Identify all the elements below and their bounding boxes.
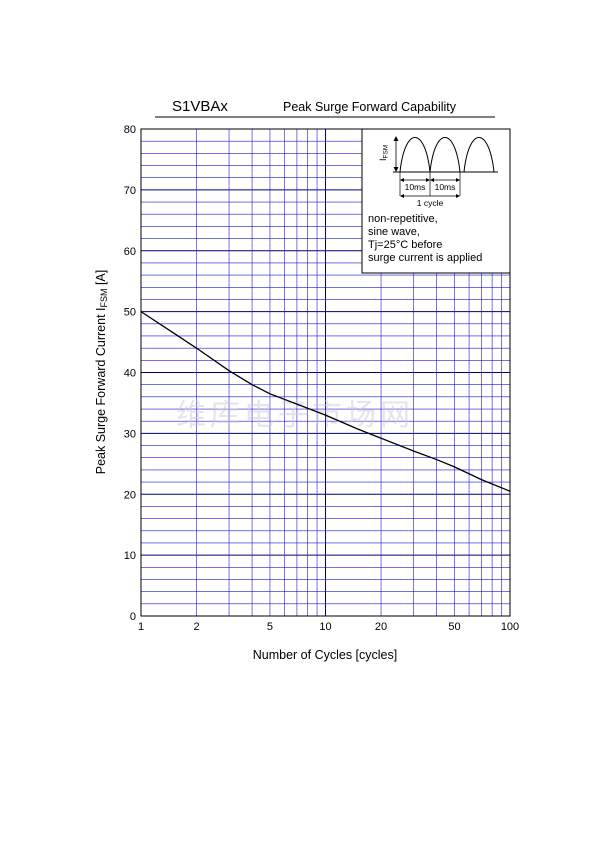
y-tick-label: 30 bbox=[124, 428, 136, 440]
y-tick-label: 50 bbox=[124, 307, 136, 319]
ifsm-arrowhead-bottom bbox=[393, 167, 399, 172]
dim-arrowhead-2 bbox=[426, 178, 430, 182]
x-tick-label: 1 bbox=[138, 621, 144, 633]
y-tick-label: 70 bbox=[124, 185, 136, 197]
x-tick-label: 2 bbox=[193, 621, 199, 633]
dim-arrowhead-6 bbox=[456, 194, 460, 198]
y-axis-label: Peak Surge Forward Current IFSM [A] bbox=[94, 270, 109, 475]
x-tick-label: 5 bbox=[267, 621, 273, 633]
x-tick-label: 100 bbox=[501, 621, 519, 633]
watermark: 维库电子市场网 bbox=[176, 398, 414, 433]
condition-line-3: Tj=25°C before bbox=[368, 239, 442, 251]
y-tick-label: 0 bbox=[130, 611, 136, 623]
plot-frame bbox=[140, 128, 511, 617]
ifsm-label: IFSM bbox=[378, 145, 390, 161]
y-tick-label: 20 bbox=[124, 489, 136, 501]
x-tick-label: 10 bbox=[319, 621, 331, 633]
waveform-half-sine-3 bbox=[463, 137, 495, 173]
y-tick-label: 80 bbox=[124, 124, 136, 136]
condition-line-2: sine wave, bbox=[368, 226, 420, 238]
x-axis-label: Number of Cycles [cycles] bbox=[253, 648, 397, 662]
dim-arrowhead-4 bbox=[456, 178, 460, 182]
surge-curve-series bbox=[140, 311, 511, 492]
chart-title: S1VBAx bbox=[172, 98, 228, 115]
cycle-label: 1 cycle bbox=[417, 198, 444, 208]
ifsm-arrowhead-top bbox=[393, 136, 399, 141]
chart-subtitle: Peak Surge Forward Capability bbox=[283, 100, 457, 114]
dim-arrowhead-1 bbox=[400, 178, 404, 182]
condition-line-1: non-repetitive, bbox=[368, 213, 438, 225]
y-tick-label: 60 bbox=[124, 246, 136, 258]
waveform-half-sine-1 bbox=[399, 137, 431, 173]
condition-box: IFSM 10ms 10ms 1 cycle non-repetitive, s… bbox=[361, 128, 511, 274]
x-tick-label: 50 bbox=[448, 621, 460, 633]
y-tick-labels: 0 10 20 30 40 50 60 70 80 bbox=[124, 124, 136, 623]
y-tick-label: 10 bbox=[124, 550, 136, 562]
x-tick-labels: 1 2 5 10 20 50 100 bbox=[138, 621, 519, 633]
half-cycle-label-2: 10ms bbox=[435, 182, 456, 192]
half-cycle-label-1: 10ms bbox=[405, 182, 426, 192]
dim-arrowhead-3 bbox=[430, 178, 434, 182]
x-tick-label: 20 bbox=[375, 621, 387, 633]
waveform-half-sine-2 bbox=[429, 137, 461, 173]
y-tick-label: 40 bbox=[124, 368, 136, 380]
condition-box-frame bbox=[361, 128, 511, 274]
dim-arrowhead-5 bbox=[400, 194, 404, 198]
condition-line-4: surge current is applied bbox=[368, 252, 482, 264]
